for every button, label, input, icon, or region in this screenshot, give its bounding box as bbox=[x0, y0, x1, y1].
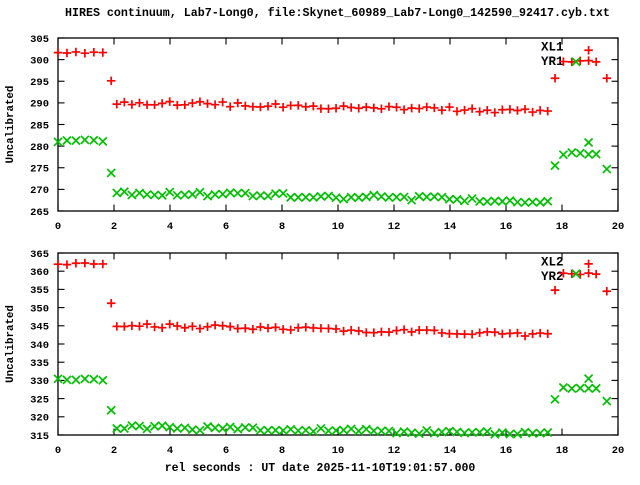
svg-text:6: 6 bbox=[223, 221, 229, 233]
svg-text:20: 20 bbox=[612, 445, 625, 457]
svg-text:295: 295 bbox=[30, 77, 49, 89]
svg-text:345: 345 bbox=[30, 322, 49, 334]
svg-text:2: 2 bbox=[111, 445, 117, 457]
svg-text:290: 290 bbox=[30, 99, 49, 111]
svg-text:4: 4 bbox=[167, 221, 173, 233]
svg-text:270: 270 bbox=[30, 185, 49, 197]
svg-text:XL1: XL1 bbox=[541, 41, 564, 55]
svg-text:0: 0 bbox=[55, 445, 61, 457]
svg-text:18: 18 bbox=[556, 445, 569, 457]
svg-text:8: 8 bbox=[279, 445, 285, 457]
svg-text:10: 10 bbox=[332, 221, 345, 233]
svg-text:360: 360 bbox=[30, 267, 49, 279]
svg-text:335: 335 bbox=[30, 358, 49, 370]
svg-text:20: 20 bbox=[612, 221, 625, 233]
svg-text:340: 340 bbox=[30, 340, 49, 352]
svg-text:14: 14 bbox=[444, 445, 457, 457]
svg-text:2: 2 bbox=[111, 221, 117, 233]
svg-text:18: 18 bbox=[556, 221, 569, 233]
svg-text:16: 16 bbox=[500, 221, 513, 233]
svg-text:280: 280 bbox=[30, 142, 49, 154]
svg-text:330: 330 bbox=[30, 376, 49, 388]
svg-text:8: 8 bbox=[279, 221, 285, 233]
svg-text:365: 365 bbox=[30, 249, 49, 261]
svg-text:4: 4 bbox=[167, 445, 173, 457]
svg-text:315: 315 bbox=[30, 431, 49, 443]
svg-text:275: 275 bbox=[30, 164, 49, 176]
svg-text:350: 350 bbox=[30, 303, 49, 315]
svg-text:320: 320 bbox=[30, 413, 49, 425]
svg-text:265: 265 bbox=[30, 207, 49, 219]
svg-text:YR2: YR2 bbox=[541, 270, 564, 284]
svg-text:16: 16 bbox=[500, 445, 513, 457]
svg-text:14: 14 bbox=[444, 221, 457, 233]
svg-text:HIRES continuum, Lab7-Long0, f: HIRES continuum, Lab7-Long0, file:Skynet… bbox=[65, 7, 610, 20]
svg-text:300: 300 bbox=[30, 55, 49, 67]
svg-text:XL2: XL2 bbox=[541, 256, 564, 270]
svg-text:12: 12 bbox=[388, 445, 401, 457]
svg-text:Uncalibrated: Uncalibrated bbox=[5, 305, 17, 383]
svg-text:0: 0 bbox=[55, 221, 61, 233]
svg-text:6: 6 bbox=[223, 445, 229, 457]
svg-text:10: 10 bbox=[332, 445, 345, 457]
svg-text:12: 12 bbox=[388, 221, 401, 233]
svg-text:Uncalibrated: Uncalibrated bbox=[5, 86, 17, 164]
svg-text:325: 325 bbox=[30, 394, 49, 406]
svg-text:285: 285 bbox=[30, 120, 49, 132]
svg-text:rel seconds : UT date 2025-11-: rel seconds : UT date 2025-11-10T19:01:5… bbox=[165, 462, 476, 475]
svg-text:305: 305 bbox=[30, 34, 49, 46]
svg-text:355: 355 bbox=[30, 285, 49, 297]
